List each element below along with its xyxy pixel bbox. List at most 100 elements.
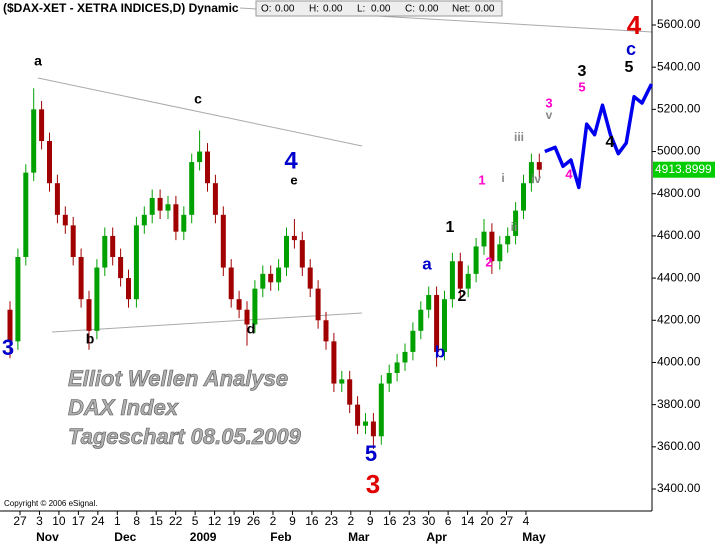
wave-label: ii xyxy=(511,220,518,234)
y-tick-label: 3600.00 xyxy=(657,439,701,453)
quote-value: 0.00 xyxy=(275,4,295,15)
candle-body xyxy=(481,231,487,247)
candle-body xyxy=(449,261,455,300)
x-tick-label: 3 xyxy=(36,514,43,528)
candle-body xyxy=(307,267,313,289)
candle-body xyxy=(536,162,542,170)
candle-body xyxy=(102,235,108,268)
wave-label: i xyxy=(501,171,504,185)
wave-label: b xyxy=(86,331,95,347)
candle-body xyxy=(110,235,116,257)
wave-label: 4 xyxy=(565,166,573,181)
wave-label: 1 xyxy=(446,219,455,236)
quote-label: O: xyxy=(261,4,272,15)
wave-label: iii xyxy=(514,130,524,144)
watermark: Tageschart 08.05.2009 xyxy=(68,424,302,449)
wave-label: a xyxy=(34,53,42,69)
candle-body xyxy=(402,351,408,363)
candle-body xyxy=(47,141,52,184)
copyright: Copyright © 2006 eSignal. xyxy=(4,499,98,508)
candle-body xyxy=(165,204,171,211)
quote-box xyxy=(255,0,503,17)
candle-body xyxy=(513,210,519,236)
candle-body xyxy=(339,379,345,384)
wave-label: c xyxy=(194,91,202,107)
x-tick-label: 23 xyxy=(325,514,339,528)
candle-body xyxy=(7,309,13,342)
trend-line xyxy=(37,77,363,147)
candle-body xyxy=(457,261,463,289)
x-tick-label: 19 xyxy=(227,514,241,528)
candle-body xyxy=(291,235,297,241)
candle-body xyxy=(236,299,242,310)
x-month-label: Apr xyxy=(426,530,447,544)
wave-label: 5 xyxy=(625,59,634,76)
candle-body xyxy=(426,294,432,310)
candle-body xyxy=(323,320,329,342)
wave-label: 2 xyxy=(458,288,467,305)
x-tick-label: 26 xyxy=(247,514,261,528)
candle-body xyxy=(86,299,92,331)
y-tick-label: 4800.00 xyxy=(657,186,701,200)
x-tick-label: 4 xyxy=(523,514,530,528)
candle-body xyxy=(528,162,534,184)
candle-body xyxy=(244,309,250,325)
quote-label: C: xyxy=(405,4,415,15)
candle-body xyxy=(94,267,100,331)
wave-label: 3 xyxy=(545,95,552,110)
x-tick-label: 5 xyxy=(192,514,199,528)
y-tick-label: 5400.00 xyxy=(657,59,701,73)
watermark: Elliot Wellen Analyse xyxy=(68,366,288,391)
y-tick-label: 4600.00 xyxy=(657,228,701,242)
candle-body xyxy=(23,172,29,257)
watermark: DAX Index xyxy=(68,395,179,420)
candle-body xyxy=(331,341,337,384)
wave-label: v xyxy=(546,108,553,122)
candle-body xyxy=(62,214,68,226)
candle-body xyxy=(141,214,147,226)
wave-label: iv xyxy=(531,172,541,186)
wave-label: a xyxy=(422,254,432,273)
y-tick-label: 5600.00 xyxy=(657,17,701,31)
wave-label: 5 xyxy=(365,441,377,466)
candle-body xyxy=(126,278,131,300)
candle-body xyxy=(228,267,234,300)
candle-body xyxy=(434,294,440,352)
wave-label: 1 xyxy=(478,172,485,187)
candle-body xyxy=(521,183,526,211)
x-tick-label: 2 xyxy=(347,514,354,528)
wave-label: 5 xyxy=(578,79,585,94)
symbol-title: ($DAX-XET - XETRA INDICES,D) Dynamic xyxy=(3,1,239,15)
y-tick-label: 4200.00 xyxy=(657,312,701,326)
x-month-label: Feb xyxy=(270,530,291,544)
candle-body xyxy=(54,183,60,215)
x-tick-label: 23 xyxy=(403,514,417,528)
x-tick-label: 27 xyxy=(500,514,514,528)
quote-label: Net: xyxy=(452,4,470,15)
candle-body xyxy=(378,383,384,437)
candle-body xyxy=(70,225,76,257)
wave-label: e xyxy=(290,172,297,187)
wave-label: 3 xyxy=(578,63,587,80)
candle-body xyxy=(299,240,305,268)
x-month-label: Dec xyxy=(114,530,136,544)
y-tick-label: 4000.00 xyxy=(657,355,701,369)
y-tick-label: 4400.00 xyxy=(657,270,701,284)
x-month-label: 2009 xyxy=(190,530,217,544)
candle-body xyxy=(370,421,376,437)
candle-body xyxy=(173,204,179,232)
x-tick-label: 20 xyxy=(480,514,494,528)
x-month-label: May xyxy=(522,530,546,544)
candle-body xyxy=(386,373,392,384)
candle-body xyxy=(31,109,37,173)
wave-label: 3 xyxy=(366,469,380,499)
x-tick-label: 2 xyxy=(270,514,277,528)
candle-body xyxy=(220,214,226,268)
candle-body xyxy=(157,197,163,211)
y-tick-label: 5000.00 xyxy=(657,144,701,158)
quote-value: 0.00 xyxy=(323,4,343,15)
candle-body xyxy=(78,257,84,300)
x-tick-label: 15 xyxy=(150,514,164,528)
quote-value: 0.00 xyxy=(419,4,439,15)
